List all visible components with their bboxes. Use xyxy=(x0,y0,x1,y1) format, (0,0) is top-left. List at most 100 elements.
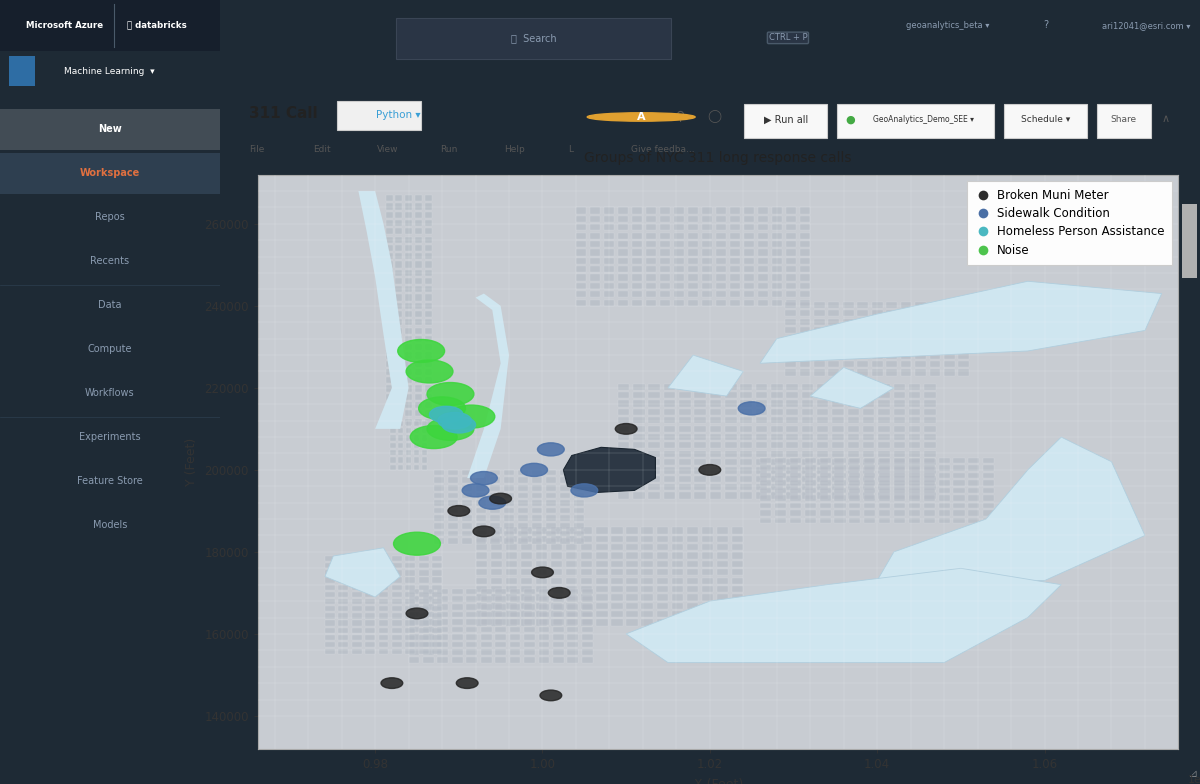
Bar xyxy=(660,258,671,264)
Bar xyxy=(740,417,752,423)
Circle shape xyxy=(389,85,437,108)
Bar xyxy=(424,604,434,610)
Bar xyxy=(820,510,830,516)
Bar xyxy=(504,523,515,528)
Bar xyxy=(695,442,706,448)
Bar xyxy=(790,465,800,470)
Bar xyxy=(596,528,607,534)
Bar xyxy=(954,510,965,516)
Bar xyxy=(790,458,800,463)
Bar xyxy=(425,237,432,243)
Bar xyxy=(702,291,713,297)
Bar xyxy=(688,283,698,289)
Bar xyxy=(385,228,392,234)
Bar xyxy=(385,295,392,300)
Bar xyxy=(424,649,434,655)
Bar xyxy=(338,613,348,619)
Bar xyxy=(772,208,782,214)
Bar xyxy=(817,484,828,490)
Bar xyxy=(871,344,882,350)
Bar xyxy=(916,353,926,358)
Bar xyxy=(504,492,515,498)
Bar xyxy=(716,216,726,222)
Bar xyxy=(539,626,550,632)
Bar xyxy=(732,611,743,617)
Bar xyxy=(820,473,830,478)
Bar xyxy=(419,599,428,604)
Bar xyxy=(760,473,772,478)
Bar xyxy=(664,451,676,457)
Bar xyxy=(847,401,859,407)
Bar xyxy=(674,274,684,281)
Bar xyxy=(802,459,814,465)
Bar xyxy=(983,503,995,508)
Bar xyxy=(954,458,965,463)
Bar xyxy=(674,216,684,222)
Bar xyxy=(560,515,570,521)
Bar xyxy=(772,258,782,264)
Bar xyxy=(378,635,389,640)
Bar xyxy=(618,476,629,482)
Bar xyxy=(756,383,767,390)
Bar xyxy=(908,503,920,508)
Bar xyxy=(425,319,432,325)
Bar xyxy=(760,495,772,501)
Bar xyxy=(772,492,782,499)
Bar xyxy=(510,604,521,610)
Bar xyxy=(924,484,936,490)
Bar xyxy=(799,266,810,272)
Bar xyxy=(415,410,422,416)
Bar xyxy=(944,344,955,350)
Bar xyxy=(820,495,830,501)
Bar xyxy=(553,619,564,625)
Bar xyxy=(648,467,660,474)
Bar xyxy=(432,649,442,655)
Bar xyxy=(352,578,361,583)
Bar xyxy=(634,417,644,423)
Text: Microsoft Azure: Microsoft Azure xyxy=(26,20,103,30)
Bar xyxy=(395,237,402,243)
Bar xyxy=(760,510,772,516)
Bar xyxy=(406,245,412,251)
Bar xyxy=(938,517,949,523)
Bar xyxy=(828,336,839,342)
Bar xyxy=(390,443,396,448)
Title: Groups of NYC 311 long response calls: Groups of NYC 311 long response calls xyxy=(584,151,852,165)
Bar xyxy=(688,291,698,297)
Bar xyxy=(521,578,532,584)
Bar xyxy=(415,261,422,267)
Bar xyxy=(938,488,949,493)
Bar xyxy=(406,613,415,619)
Bar xyxy=(632,274,642,281)
Bar xyxy=(397,428,403,434)
Text: Give feedba...: Give feedba... xyxy=(631,146,695,154)
Bar xyxy=(908,476,920,482)
Bar xyxy=(785,318,796,325)
Bar xyxy=(395,270,402,276)
Bar xyxy=(634,401,644,407)
Bar xyxy=(385,212,392,218)
Bar xyxy=(732,578,743,584)
Bar xyxy=(406,319,412,325)
Bar xyxy=(744,291,755,297)
Bar xyxy=(864,480,875,485)
Bar xyxy=(378,627,389,633)
Bar xyxy=(396,18,671,59)
Bar xyxy=(959,327,970,333)
Bar xyxy=(863,383,875,390)
Bar xyxy=(730,299,740,306)
Bar xyxy=(590,216,600,222)
Bar xyxy=(772,434,782,440)
Bar xyxy=(790,517,800,523)
Bar xyxy=(518,538,528,543)
Bar xyxy=(924,473,935,478)
Bar xyxy=(475,594,487,601)
Bar xyxy=(834,488,846,493)
Text: Help: Help xyxy=(504,146,524,154)
Bar xyxy=(433,531,444,536)
Bar xyxy=(536,528,547,534)
Bar xyxy=(553,597,564,602)
Bar xyxy=(419,620,428,626)
Bar xyxy=(425,311,432,318)
Bar xyxy=(908,459,920,465)
